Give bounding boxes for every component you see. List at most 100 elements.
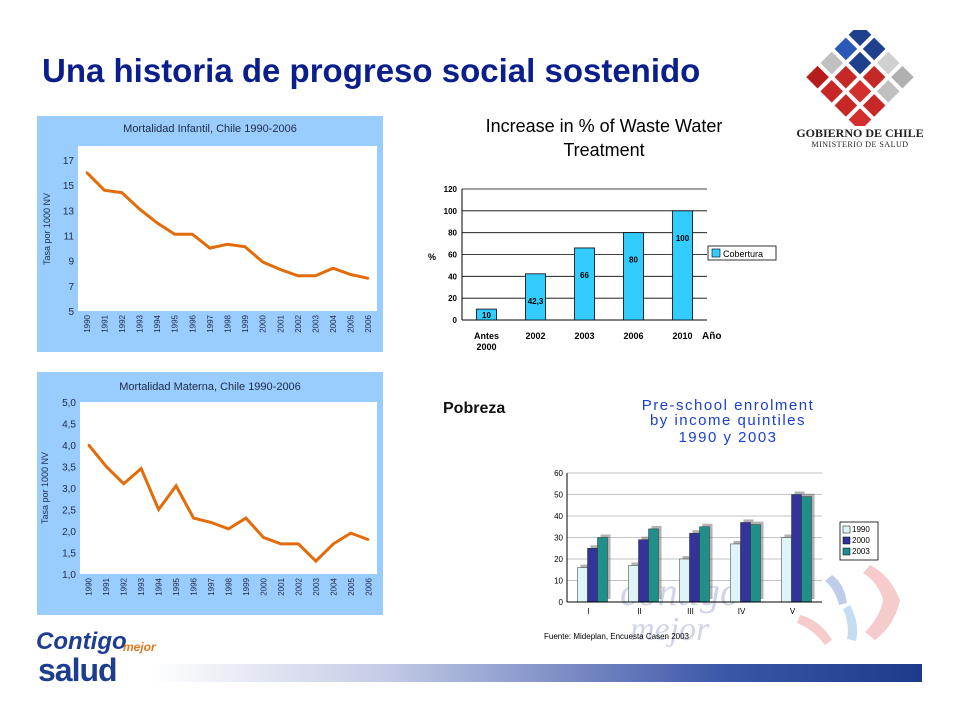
y-tick-label: 15: [63, 181, 75, 192]
chart-title: Mortalidad Infantil, Chile 1990-2006: [123, 123, 297, 135]
bar: [730, 543, 741, 603]
y-tick-label: 3,0: [62, 484, 76, 495]
legend-label: 1990: [852, 525, 870, 534]
data-point: [314, 559, 318, 563]
legend-swatch: [711, 248, 721, 258]
x-tick-label: 1999: [241, 314, 250, 332]
y-tick-label: 40: [448, 272, 457, 281]
y-tick-label: 4,0: [62, 441, 76, 452]
data-point: [120, 191, 124, 194]
infant-mortality-chart: Mortalidad Infantil, Chile 1990-2006 Tas…: [37, 116, 383, 352]
data-point: [279, 542, 283, 546]
y-tick-label: 3,5: [62, 463, 76, 474]
x-tick-label: 1997: [207, 577, 216, 595]
contigo-logo-line2: mejor: [123, 640, 156, 654]
y-tick-label: 17: [63, 156, 75, 167]
bar: [750, 524, 761, 603]
x-tick-label: 1992: [118, 314, 127, 332]
chart-title-line3: 1990 y 2003: [678, 429, 777, 446]
bar: [623, 232, 644, 321]
y-tick-label: 50: [554, 491, 563, 500]
bar: [791, 494, 802, 603]
gobierno-de-chile-logo: GOBIERNO DE CHILE MINISTERIO DE SALUD: [790, 23, 930, 160]
data-point: [191, 233, 194, 236]
data-point: [122, 482, 125, 485]
data-point: [244, 516, 248, 520]
x-tick-label: 2002: [294, 577, 303, 595]
y-tick-label: 120: [444, 185, 458, 194]
data-point: [226, 243, 229, 246]
legend-label: 2000: [852, 536, 870, 545]
x-tick-label: 2001: [276, 314, 285, 332]
y-tick-label: 80: [448, 229, 457, 238]
data-label: 100: [676, 234, 690, 243]
bar: [672, 210, 693, 321]
y-tick-label: 2,0: [62, 527, 76, 538]
data-point: [331, 267, 335, 270]
bar: [638, 539, 649, 603]
category-label: 2006: [623, 331, 643, 341]
bar: [740, 522, 751, 603]
data-point: [105, 465, 108, 468]
y-tick-label: 13: [63, 206, 75, 217]
data-point: [155, 221, 159, 225]
x-tick-label: 1999: [242, 577, 251, 595]
x-tick-label: 2004: [329, 314, 338, 332]
bar: [577, 567, 588, 603]
category-label: 2003: [574, 331, 594, 341]
bar: [597, 537, 608, 603]
category-label: Antes: [474, 331, 499, 341]
data-point: [139, 467, 143, 470]
y-tick-label: 40: [554, 512, 563, 521]
data-point: [209, 521, 213, 524]
data-label: 42,3: [528, 297, 544, 306]
bar: [679, 558, 690, 603]
chart-title: Mortalidad Materna, Chile 1990-2006: [119, 381, 301, 393]
x-tick-label: 1998: [224, 314, 233, 332]
data-point: [314, 274, 317, 277]
data-point: [332, 542, 335, 546]
legend-label: 2003: [852, 547, 870, 556]
data-point: [138, 207, 141, 211]
contigo-logo-line1: Contigo: [36, 628, 127, 655]
legend-swatch: [842, 525, 851, 534]
category-label: I: [587, 607, 589, 616]
x-tick-label: 1992: [120, 577, 129, 595]
y-tick-label: 0: [559, 598, 564, 607]
data-point: [85, 171, 88, 174]
data-point: [367, 277, 370, 280]
y-tick-label: 20: [554, 555, 563, 564]
legend-box: [707, 245, 777, 261]
legend: 1990 2000 2003: [839, 521, 879, 561]
source-note: Fuente: Mideplan, Encuesta Casen 2003: [544, 632, 690, 641]
chart-title-line1: Increase in % of Waste Water: [486, 116, 723, 136]
category-label: V: [790, 607, 796, 616]
x-tick-labels: I II III IV V: [587, 607, 795, 616]
x-tick-label: 2000: [259, 577, 268, 595]
data-point: [349, 273, 352, 276]
chart-title-line1: Pre-school enrolment: [642, 397, 815, 414]
x-tick-label: 2006: [364, 577, 373, 595]
data-point: [87, 443, 90, 447]
y-tick-label: 11: [64, 232, 75, 243]
gobierno-logo-mark: [806, 23, 914, 131]
bar: [587, 548, 598, 603]
y-tick-label: 60: [554, 469, 563, 478]
bars: [577, 491, 815, 603]
data-label: 80: [629, 256, 638, 265]
data-point: [279, 268, 282, 271]
y-tick-label: 20: [448, 294, 457, 303]
data-point: [367, 538, 370, 541]
y-tick-labels: 0 10 20 30 40 50 60: [554, 469, 563, 607]
bar: [628, 565, 639, 603]
category-label: 2000: [476, 342, 496, 352]
plot-area: [78, 146, 377, 311]
category-label: II: [637, 607, 641, 616]
svg-text:mejor: mejor: [630, 611, 710, 648]
category-label: 2010: [672, 331, 692, 341]
data-point: [103, 189, 106, 192]
preschool-enrolment-chart: Pre-school enrolment by income quintiles…: [544, 397, 879, 641]
x-tick-label: 2004: [329, 577, 338, 595]
y-axis-label: Tasa por 1000 NV: [40, 452, 50, 524]
maternal-mortality-chart: Mortalidad Materna, Chile 1990-2006 Tasa…: [37, 372, 383, 615]
